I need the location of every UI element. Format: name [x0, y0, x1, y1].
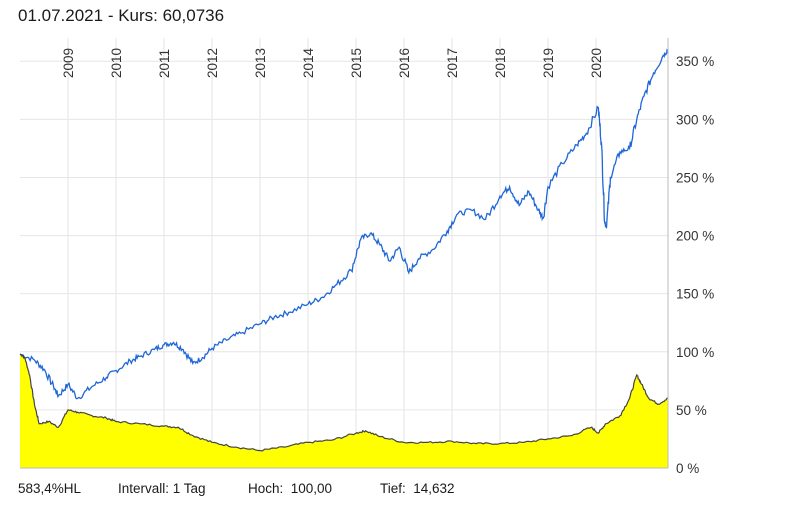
y-tick-label: 200 %: [676, 229, 714, 244]
interval-label: Intervall: 1 Tag: [118, 481, 206, 496]
grid: [20, 38, 668, 469]
y-tick-label: 100 %: [676, 345, 714, 360]
series-area-fill: [20, 354, 668, 468]
quote-date: 01.07.2021: [18, 6, 104, 25]
hl-label: 583,4%HL: [18, 481, 82, 496]
x-tick-label: 2014: [301, 47, 316, 78]
x-tick-label: 2019: [541, 48, 556, 78]
x-tick-label: 2013: [253, 48, 268, 78]
x-tick-label: 2009: [61, 48, 76, 78]
area-series: [20, 354, 668, 468]
axes: 350 % 300 % 250 % 200 % 150 % 100 % 50 % 0 % 200…: [20, 38, 714, 476]
x-tick-label: 2011: [157, 49, 172, 78]
y-tick-label: 0 %: [676, 461, 699, 476]
chart-header: 01.07.2021 - Kurs: 60,0736: [18, 6, 224, 26]
line-series: [19, 48, 669, 452]
high-label: Hoch: 100,00: [248, 481, 333, 496]
y-tick-label: 350 %: [676, 54, 714, 69]
y-tick-label: 250 %: [676, 170, 714, 185]
low-label: Tief: 14,632: [380, 481, 455, 496]
y-tick-label: 300 %: [676, 112, 714, 127]
quote-price: - Kurs: 60,0736: [103, 6, 225, 25]
x-tick-label: 2010: [109, 48, 124, 78]
series-line-0: [19, 48, 669, 400]
x-tick-label: 2018: [493, 48, 508, 78]
y-tick-label: 50 %: [676, 403, 707, 418]
x-tick-label: 2015: [349, 48, 364, 78]
x-tick-label: 2020: [589, 48, 604, 78]
x-tick-label: 2017: [445, 48, 460, 78]
x-tick-label: 2012: [205, 48, 220, 78]
x-tick-label: 2016: [397, 48, 412, 78]
y-tick-label: 150 %: [676, 287, 714, 302]
series-line-1: [19, 353, 669, 452]
